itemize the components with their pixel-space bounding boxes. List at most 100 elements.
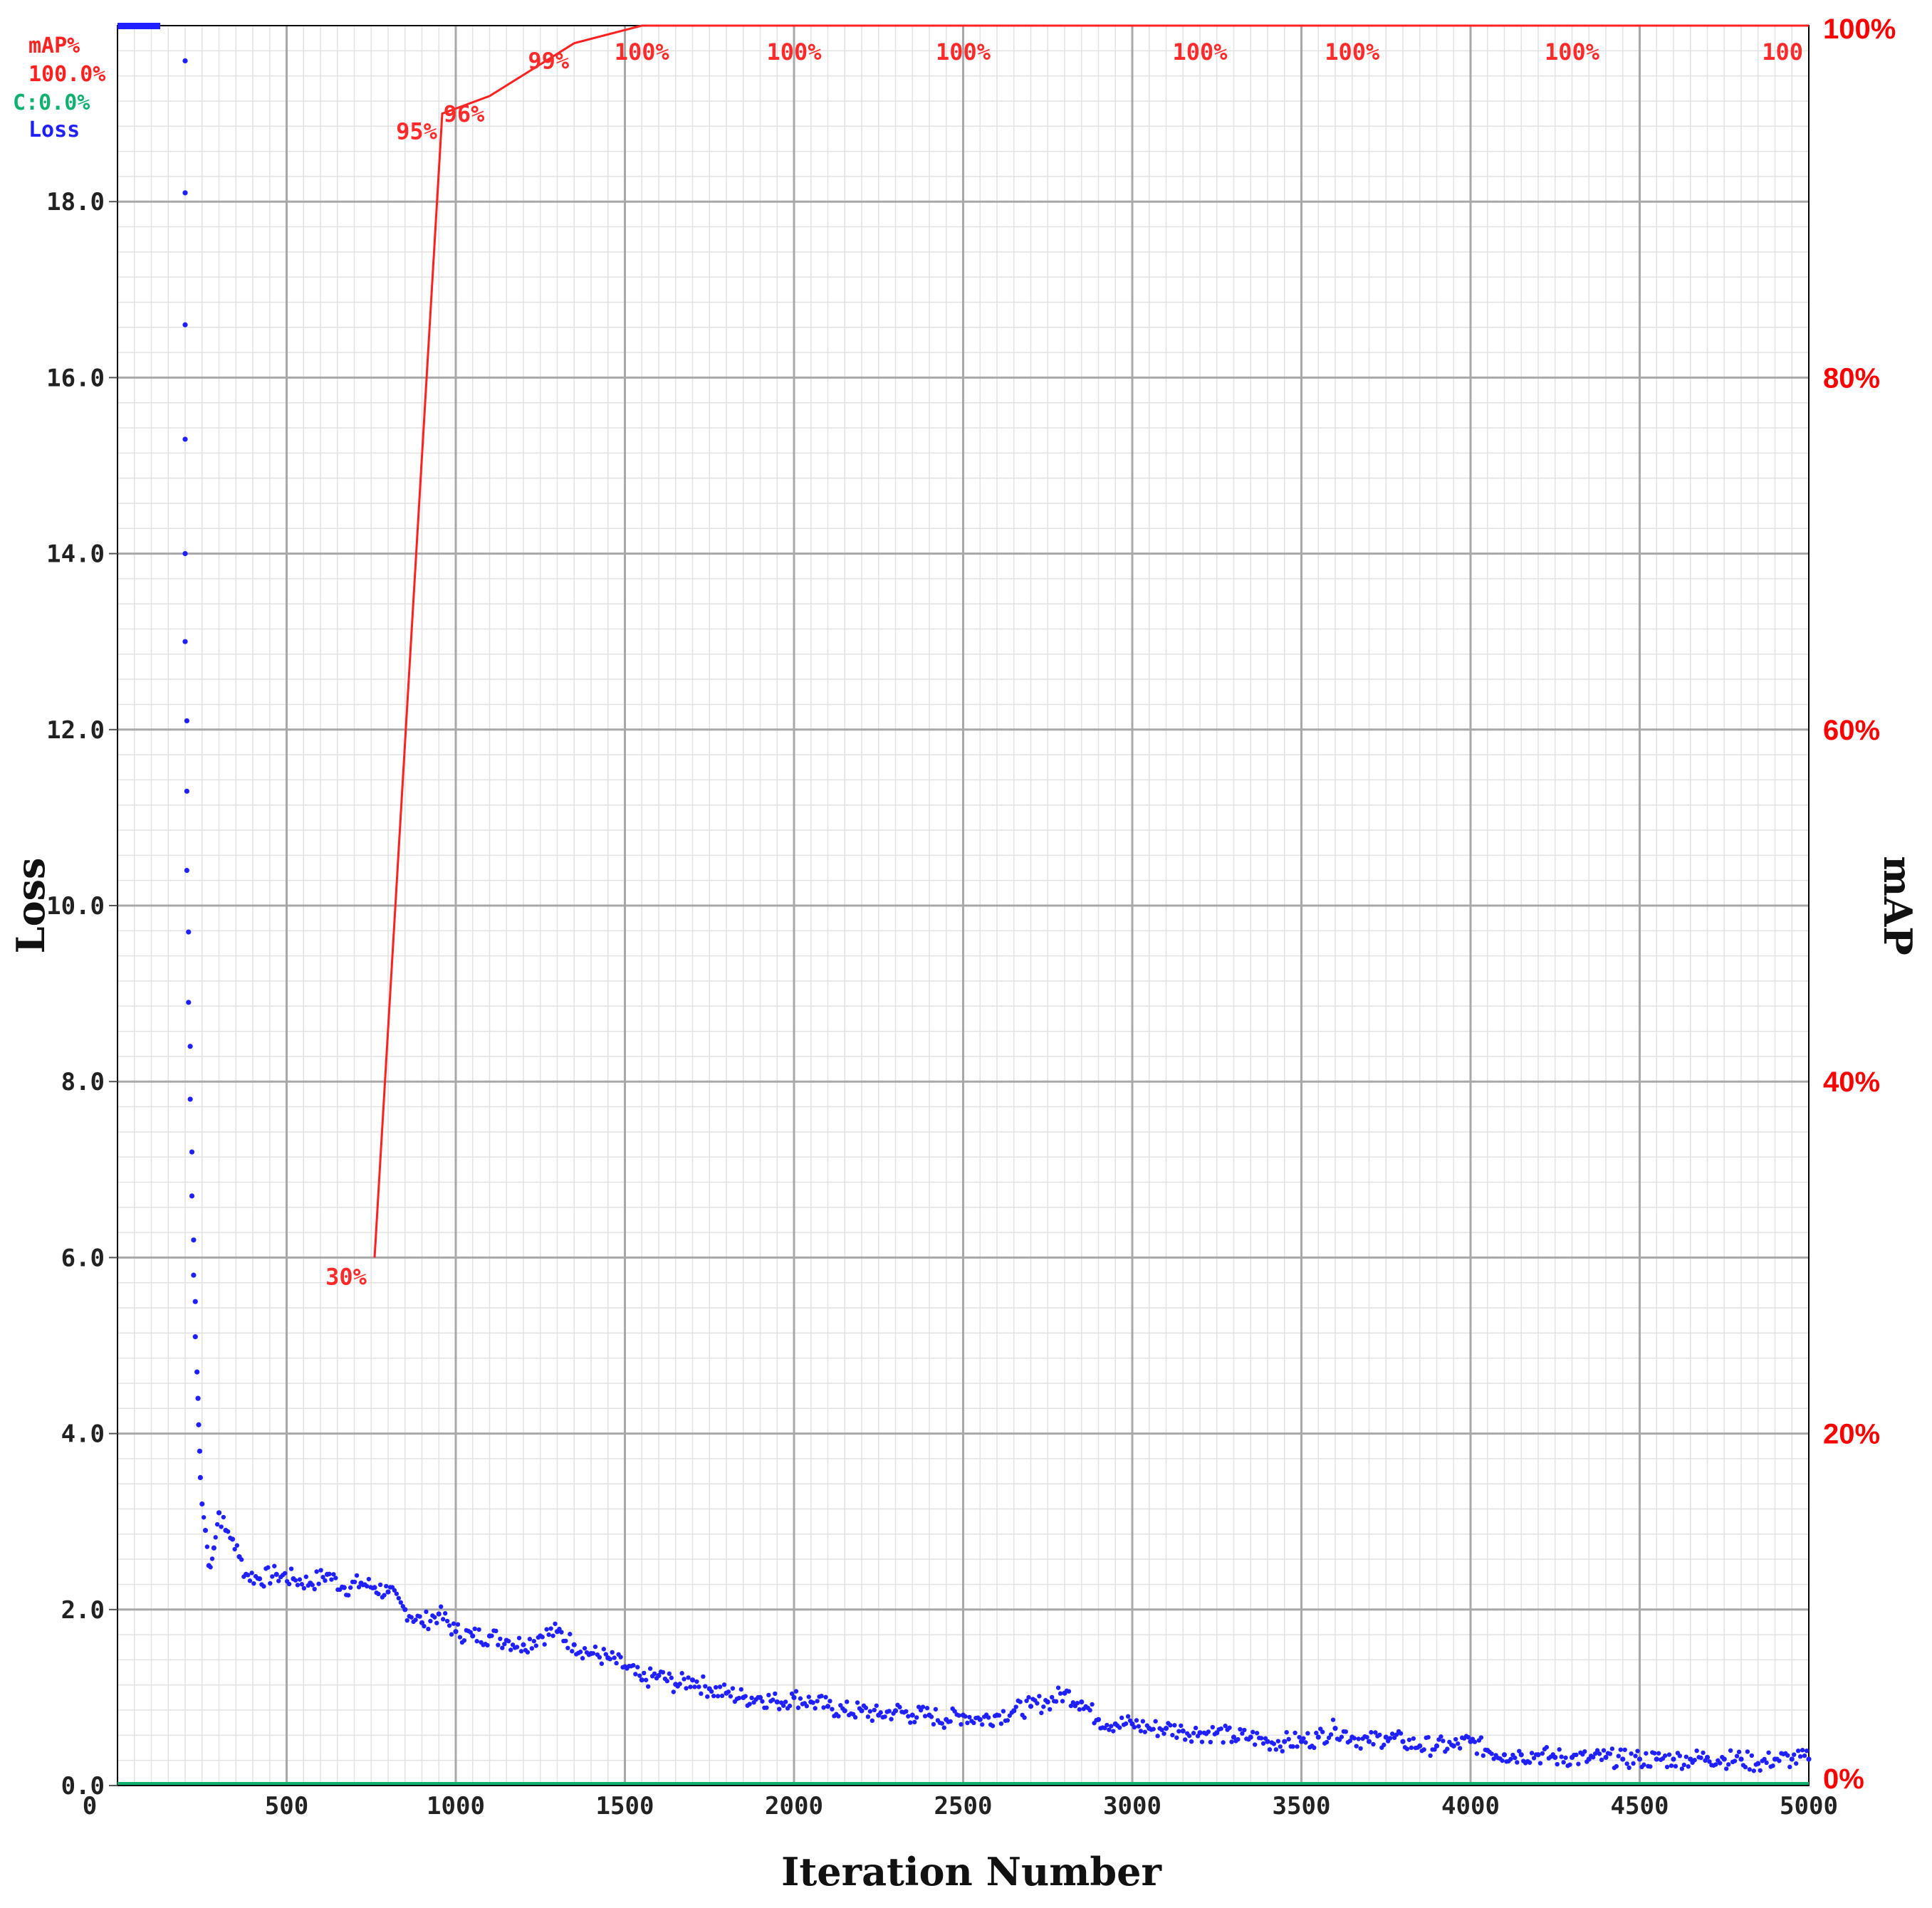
loss-point — [422, 1623, 427, 1629]
loss-point — [1629, 1751, 1634, 1756]
loss-point — [286, 1581, 292, 1587]
loss-point — [645, 1684, 651, 1689]
loss-point — [1517, 1749, 1522, 1754]
loss-point — [1631, 1761, 1636, 1766]
loss-point — [312, 1586, 317, 1592]
loss-point — [1472, 1739, 1478, 1744]
loss-point — [1109, 1724, 1114, 1729]
loss-point — [912, 1719, 917, 1725]
loss-point — [356, 1585, 362, 1590]
x-tick-label: 2500 — [934, 1792, 993, 1820]
loss-point — [819, 1694, 824, 1699]
loss-point — [1273, 1747, 1279, 1752]
loss-point — [1324, 1739, 1330, 1745]
loss-point — [1039, 1710, 1044, 1716]
y-left-tick-label: 6.0 — [61, 1244, 105, 1272]
loss-point — [1683, 1754, 1689, 1759]
loss-point — [774, 1699, 780, 1705]
loss-point — [1701, 1750, 1706, 1756]
loss-point — [1777, 1758, 1782, 1763]
loss-point — [971, 1720, 976, 1726]
loss-point — [272, 1563, 277, 1568]
loss-point — [986, 1715, 991, 1720]
map-value-label: 100% — [1545, 38, 1600, 65]
loss-point — [642, 1670, 647, 1676]
loss-point — [1656, 1751, 1661, 1756]
loss-point — [1641, 1762, 1646, 1767]
loss-point — [1762, 1756, 1767, 1762]
loss-point — [967, 1714, 972, 1720]
y-right-tick-label: 60% — [1823, 715, 1880, 746]
loss-point — [916, 1704, 921, 1709]
loss-point — [1271, 1741, 1277, 1746]
loss-point — [783, 1699, 788, 1704]
loss-point — [1618, 1747, 1623, 1752]
loss-point — [637, 1673, 642, 1678]
loss-point — [489, 1633, 494, 1638]
loss-point — [1531, 1756, 1537, 1761]
loss-point — [396, 1595, 402, 1601]
loss-point — [1455, 1741, 1461, 1746]
loss-point — [1320, 1729, 1325, 1734]
loss-point — [1576, 1761, 1581, 1766]
loss-point — [1191, 1731, 1196, 1736]
loss-point — [1293, 1730, 1297, 1736]
loss-point — [730, 1686, 736, 1691]
loss-point — [1358, 1746, 1363, 1751]
loss-point — [1005, 1718, 1011, 1723]
loss-point — [451, 1621, 456, 1626]
loss-point — [1481, 1753, 1486, 1758]
loss-point — [372, 1585, 377, 1590]
loss-point — [571, 1642, 577, 1647]
loss-point — [1787, 1764, 1792, 1770]
loss-point — [965, 1720, 970, 1726]
loss-point — [201, 1515, 207, 1520]
loss-point — [721, 1682, 727, 1687]
loss-point — [1066, 1689, 1072, 1694]
loss-point — [830, 1707, 835, 1712]
y-left-tick-label: 18.0 — [46, 188, 105, 216]
loss-point — [694, 1679, 699, 1684]
loss-point — [1183, 1737, 1188, 1742]
loss-point — [845, 1699, 850, 1704]
loss-point — [219, 1524, 224, 1529]
loss-point — [1438, 1734, 1443, 1739]
legend-entry: mAP% — [28, 33, 80, 58]
loss-point — [182, 551, 188, 557]
loss-point — [1633, 1754, 1638, 1758]
loss-point — [1305, 1731, 1310, 1736]
loss-point — [1049, 1694, 1055, 1700]
loss-point — [688, 1684, 693, 1689]
loss-point — [918, 1708, 924, 1713]
loss-point — [348, 1585, 353, 1590]
loss-point — [726, 1689, 731, 1694]
loss-point — [1369, 1730, 1374, 1735]
loss-point — [1366, 1739, 1372, 1744]
loss-point — [1382, 1742, 1387, 1748]
loss-point — [1250, 1729, 1255, 1735]
loss-point — [1284, 1729, 1289, 1735]
loss-point — [1466, 1735, 1471, 1740]
loss-point — [867, 1709, 873, 1714]
loss-point — [874, 1703, 879, 1708]
loss-point — [1229, 1739, 1234, 1744]
map-value-label: 96% — [444, 100, 486, 127]
x-tick-label: 4500 — [1611, 1792, 1669, 1820]
loss-point — [1134, 1718, 1139, 1723]
loss-point — [392, 1588, 397, 1593]
loss-point — [1075, 1701, 1080, 1706]
loss-point — [1258, 1736, 1264, 1741]
loss-point — [660, 1670, 666, 1675]
loss-point — [485, 1642, 490, 1648]
loss-point — [1743, 1764, 1748, 1770]
loss-point — [384, 1583, 389, 1589]
loss-point — [1626, 1765, 1631, 1771]
loss-point — [1208, 1739, 1213, 1745]
loss-point — [1079, 1699, 1085, 1705]
loss-point — [1624, 1761, 1629, 1766]
loss-point — [941, 1725, 946, 1730]
loss-point — [533, 1643, 539, 1648]
loss-point — [1417, 1743, 1423, 1749]
loss-point — [684, 1686, 689, 1691]
map-value-label: 100% — [1172, 38, 1228, 65]
